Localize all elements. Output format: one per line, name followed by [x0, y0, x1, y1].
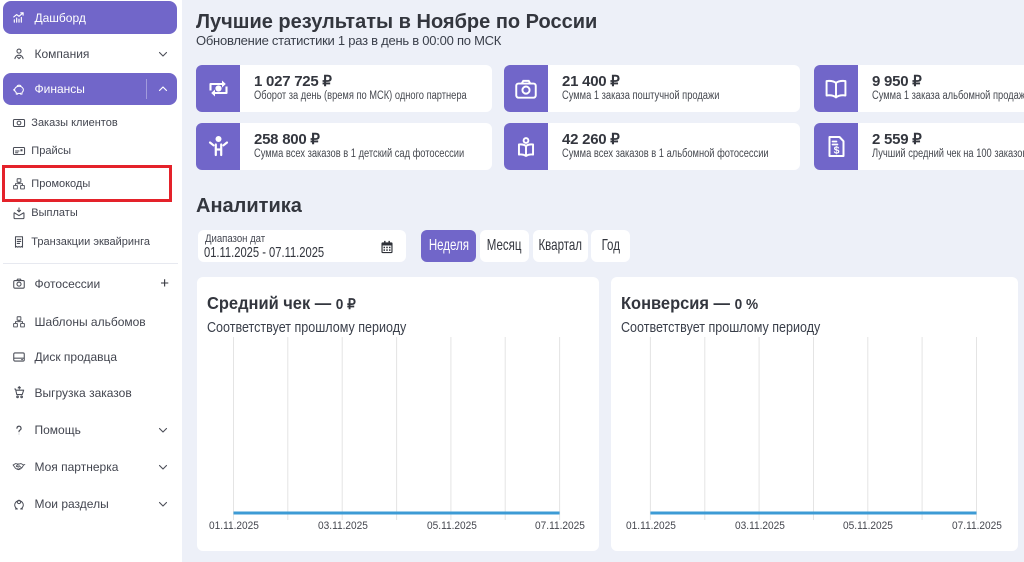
svg-text:$: $ — [833, 145, 839, 157]
